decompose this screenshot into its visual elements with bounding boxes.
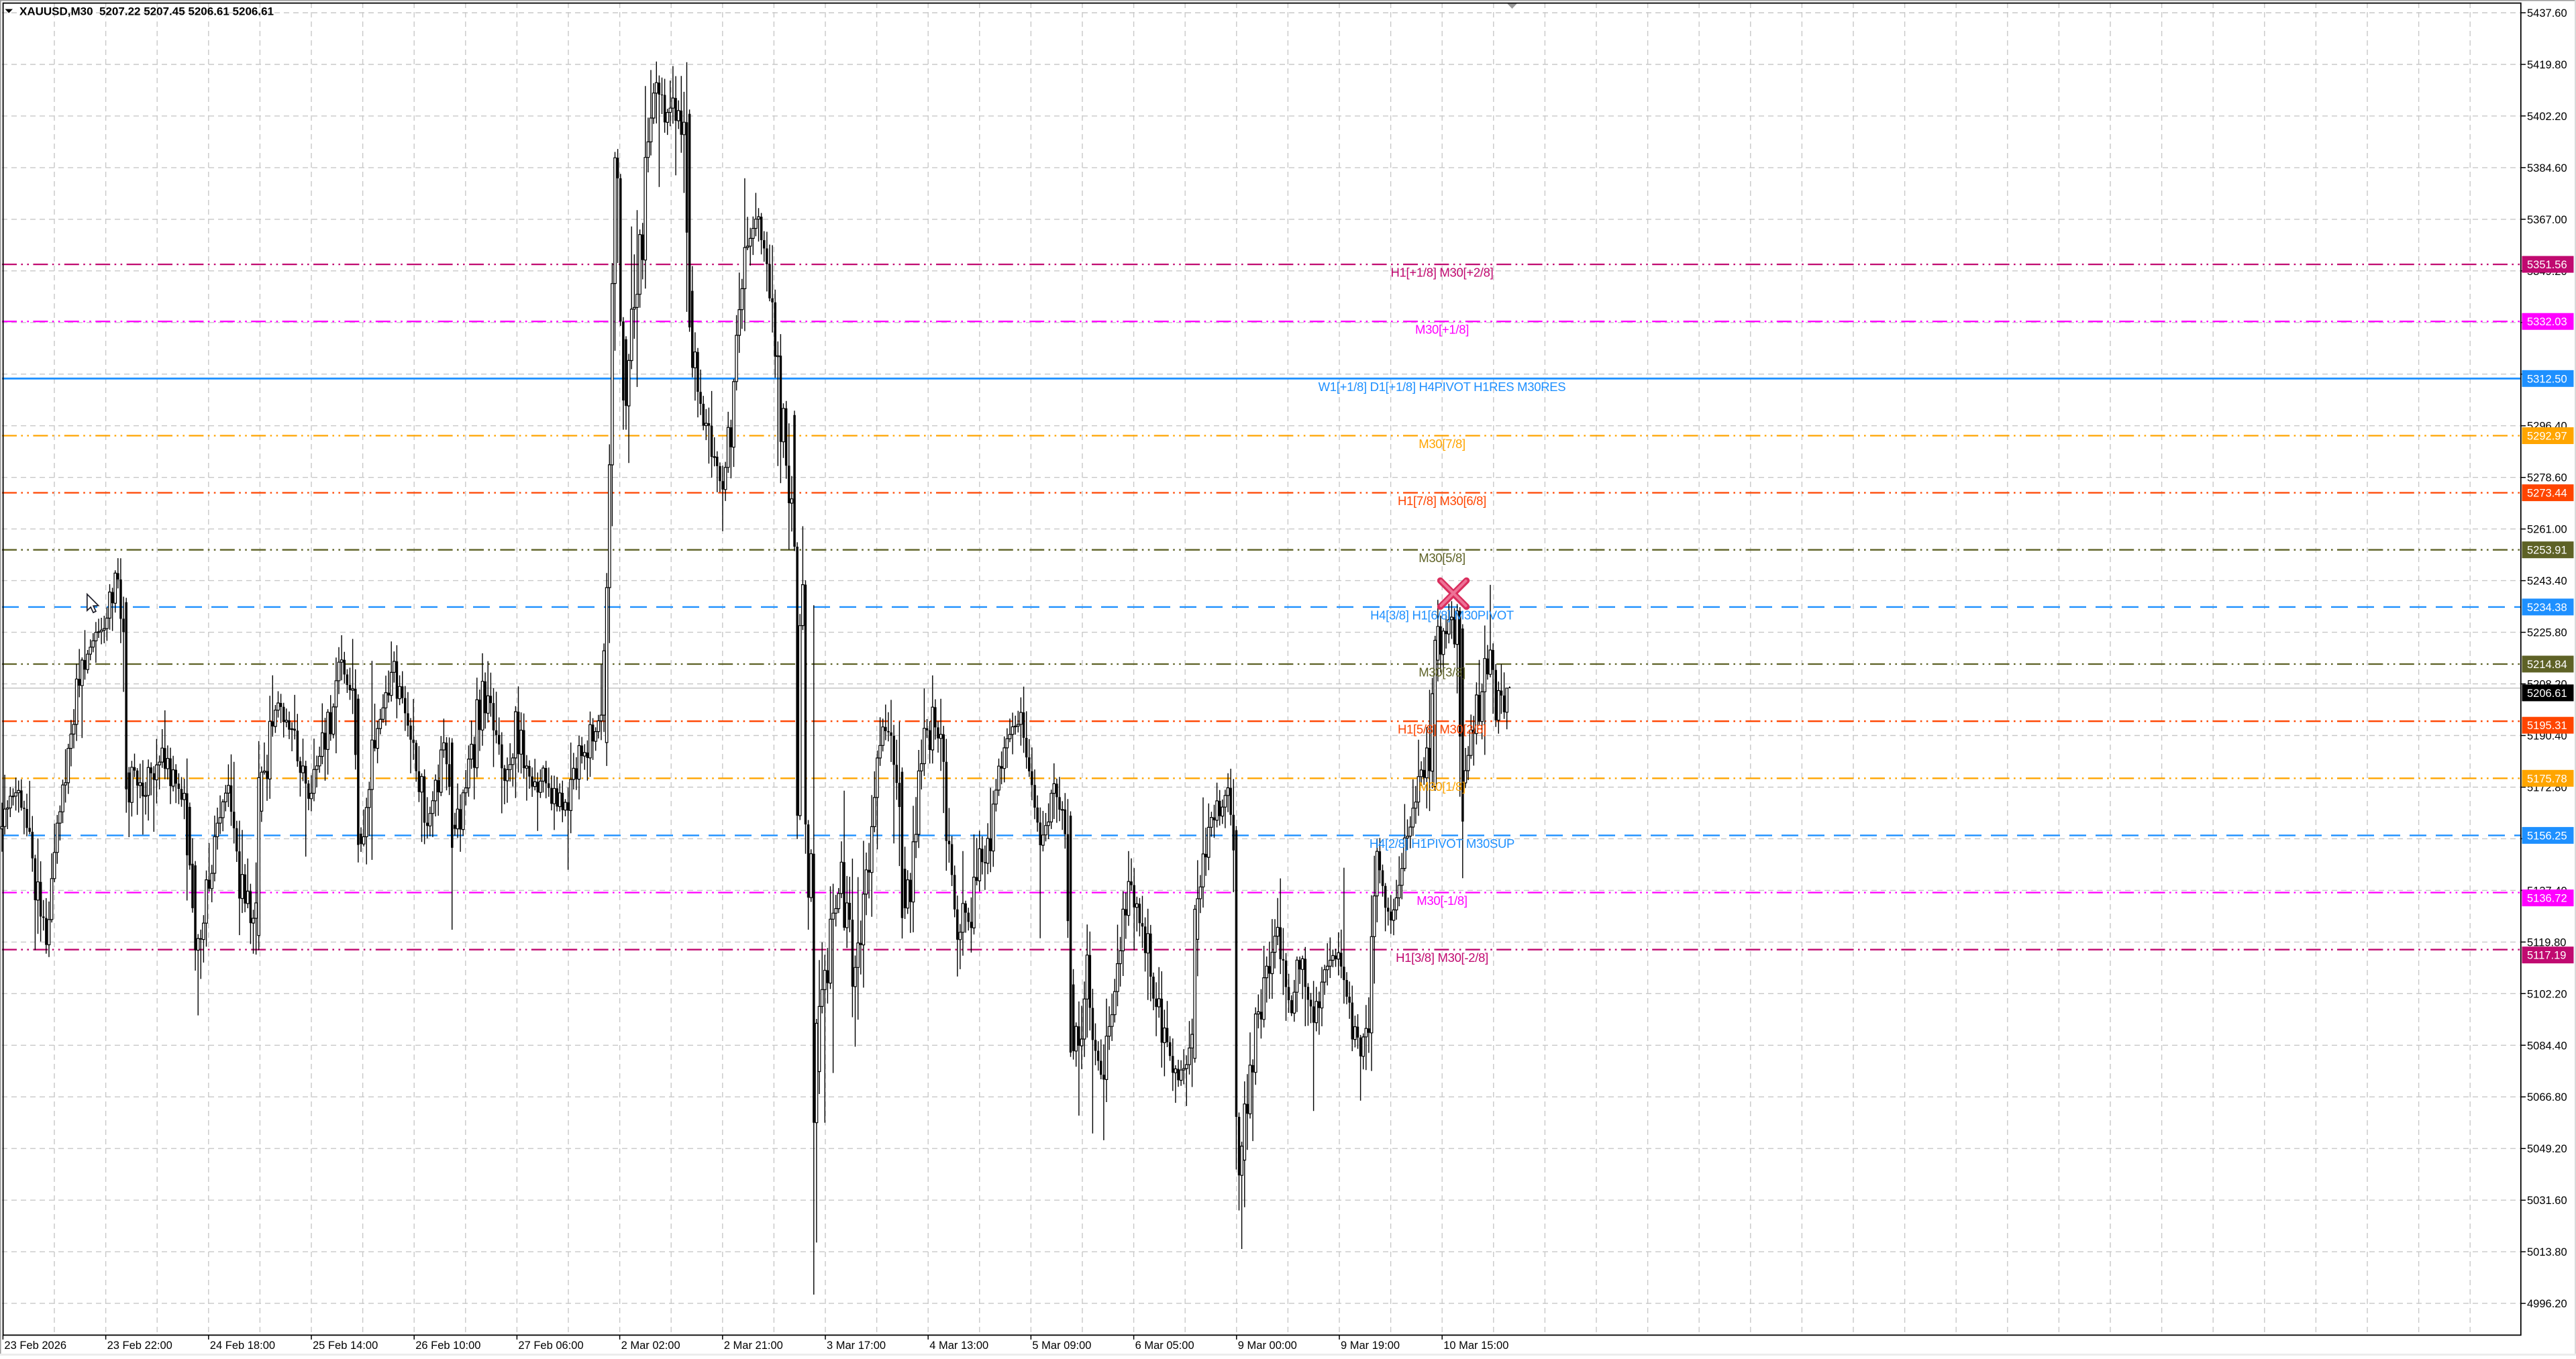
svg-text:2 Mar 21:00: 2 Mar 21:00 [724,1340,783,1352]
svg-text:23 Feb 22:00: 23 Feb 22:00 [107,1340,172,1352]
svg-text:5119.80: 5119.80 [2527,936,2566,948]
svg-text:5419.80: 5419.80 [2527,59,2567,71]
svg-text:26 Feb 10:00: 26 Feb 10:00 [415,1340,480,1352]
svg-text:24 Feb 18:00: 24 Feb 18:00 [210,1340,275,1352]
svg-text:M30[3/8]: M30[3/8] [1419,665,1465,680]
svg-text:6 Mar 05:00: 6 Mar 05:00 [1135,1340,1194,1352]
svg-text:5049.20: 5049.20 [2527,1143,2567,1155]
svg-text:M30[1/8]: M30[1/8] [1419,779,1465,794]
svg-text:5292.97: 5292.97 [2527,431,2567,443]
svg-text:5402.20: 5402.20 [2527,111,2567,123]
svg-text:5367.00: 5367.00 [2527,214,2567,226]
svg-text:5234.38: 5234.38 [2527,602,2567,614]
svg-text:M30[+1/8]: M30[+1/8] [1415,323,1469,337]
svg-text:H1[3/8] M30[-2/8]: H1[3/8] M30[-2/8] [1396,950,1488,965]
svg-text:5332.03: 5332.03 [2527,316,2567,328]
svg-text:5214.84: 5214.84 [2527,659,2567,671]
svg-text:9 Mar 19:00: 9 Mar 19:00 [1341,1340,1400,1352]
svg-text:5384.60: 5384.60 [2527,162,2567,174]
svg-text:5253.91: 5253.91 [2527,545,2567,557]
svg-text:5117.19: 5117.19 [2527,950,2566,962]
svg-text:5351.56: 5351.56 [2527,259,2567,271]
svg-text:H4[2/8] H1PIVOT M30SUP: H4[2/8] H1PIVOT M30SUP [1370,836,1514,851]
svg-text:5225.80: 5225.80 [2527,627,2567,639]
svg-text:5206.61: 5206.61 [2527,688,2567,700]
svg-text:5013.80: 5013.80 [2527,1246,2567,1258]
svg-text:5273.44: 5273.44 [2527,488,2567,500]
svg-text:5136.72: 5136.72 [2527,893,2567,905]
svg-text:5 Mar 09:00: 5 Mar 09:00 [1032,1340,1091,1352]
svg-text:25 Feb 14:00: 25 Feb 14:00 [313,1340,378,1352]
svg-text:3 Mar 17:00: 3 Mar 17:00 [827,1340,886,1352]
svg-text:H1[+1/8] M30[+2/8]: H1[+1/8] M30[+2/8] [1391,266,1494,280]
svg-text:5243.40: 5243.40 [2527,576,2567,588]
svg-text:H4[3/8] H1[6/8] M30PIVOT: H4[3/8] H1[6/8] M30PIVOT [1370,608,1514,622]
svg-text:H1[7/8] M30[6/8]: H1[7/8] M30[6/8] [1398,494,1486,508]
svg-text:9 Mar 00:00: 9 Mar 00:00 [1238,1340,1297,1352]
svg-text:5102.20: 5102.20 [2527,988,2567,1000]
svg-text:5312.50: 5312.50 [2527,373,2567,385]
svg-text:M30[5/8]: M30[5/8] [1419,551,1465,565]
svg-text:27 Feb 06:00: 27 Feb 06:00 [518,1340,583,1352]
svg-text:M30[7/8]: M30[7/8] [1419,437,1465,451]
svg-text:5278.60: 5278.60 [2527,472,2567,484]
svg-text:5261.00: 5261.00 [2527,524,2567,536]
svg-text:W1[+1/8] D1[+1/8] H4PIVOT H1RE: W1[+1/8] D1[+1/8] H4PIVOT H1RES M30RES [1319,380,1566,394]
svg-text:23 Feb 2026: 23 Feb 2026 [4,1340,66,1352]
svg-text:2 Mar 02:00: 2 Mar 02:00 [621,1340,680,1352]
svg-text:XAUUSD,M30 5207.22 5207.45 52: XAUUSD,M30 5207.22 5207.45 5206.61 5206.… [19,5,274,18]
svg-text:M30[-1/8]: M30[-1/8] [1416,893,1467,908]
svg-text:4996.20: 4996.20 [2527,1298,2567,1310]
svg-text:5195.31: 5195.31 [2527,720,2567,732]
svg-text:4 Mar 13:00: 4 Mar 13:00 [929,1340,988,1352]
svg-text:10 Mar 15:00: 10 Mar 15:00 [1443,1340,1508,1352]
svg-text:H1[5/8] M30[2/8]: H1[5/8] M30[2/8] [1398,722,1486,737]
svg-text:5031.60: 5031.60 [2527,1195,2567,1207]
svg-text:5156.25: 5156.25 [2527,830,2567,842]
svg-text:5175.78: 5175.78 [2527,773,2567,785]
svg-text:5066.80: 5066.80 [2527,1091,2567,1103]
svg-text:5084.40: 5084.40 [2527,1040,2567,1052]
svg-text:5437.60: 5437.60 [2527,7,2567,19]
